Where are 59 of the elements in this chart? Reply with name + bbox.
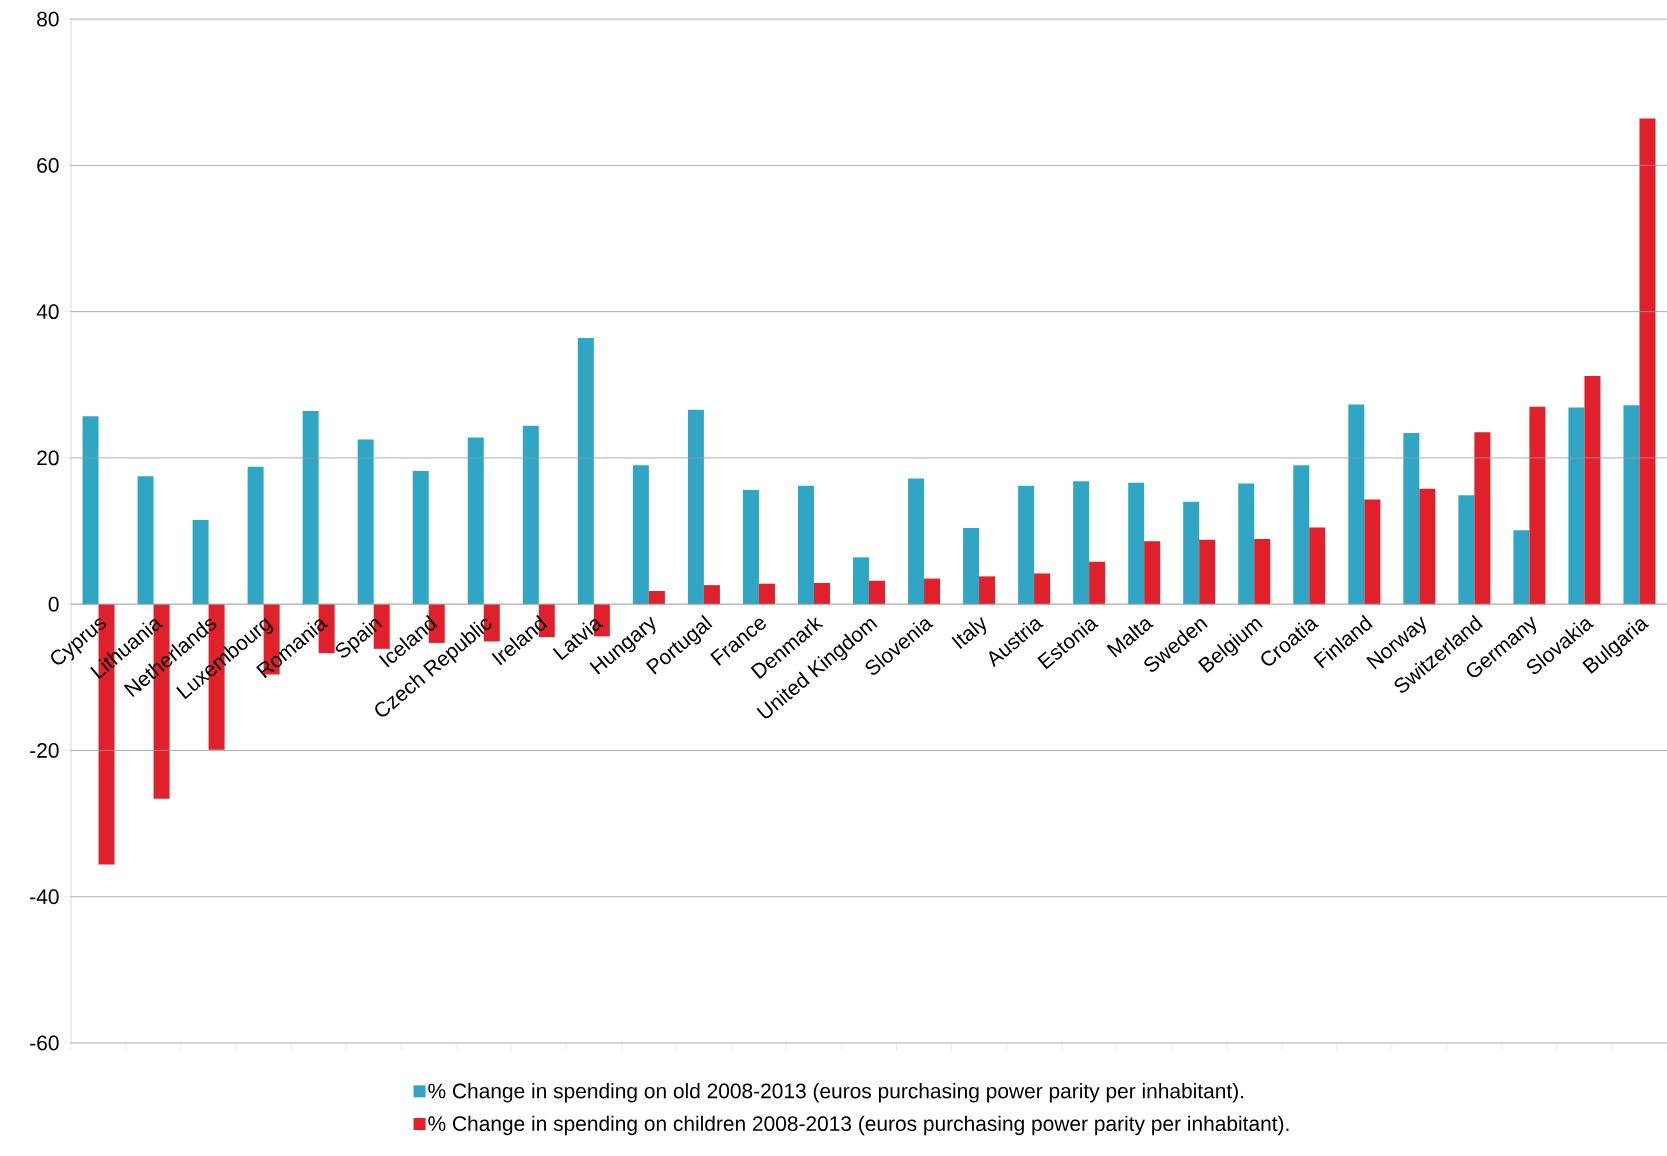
bar xyxy=(577,337,594,605)
bar xyxy=(1309,527,1326,605)
bar xyxy=(853,557,869,605)
bar xyxy=(1073,481,1090,605)
bar xyxy=(963,528,980,605)
bar xyxy=(979,576,996,605)
bar xyxy=(813,582,830,605)
bar xyxy=(1348,404,1365,605)
bar xyxy=(869,580,885,605)
bar xyxy=(924,578,941,605)
y-tick-label: 80 xyxy=(37,11,59,27)
bar xyxy=(1183,501,1200,605)
bar xyxy=(1364,499,1381,605)
bar xyxy=(137,476,154,605)
bar xyxy=(1419,488,1436,605)
bar xyxy=(797,485,814,605)
bar xyxy=(357,439,374,605)
bar xyxy=(742,490,759,605)
bar xyxy=(1293,465,1310,605)
bar xyxy=(1089,561,1106,605)
bar xyxy=(247,466,264,605)
bar xyxy=(632,465,649,605)
y-tick-label: -40 xyxy=(30,889,59,905)
bar xyxy=(687,409,704,605)
legend-label: % Change in spending on children 2008-2013 (euros purchasing power parity per inhabitant). xyxy=(428,1115,1289,1136)
bar xyxy=(1128,482,1145,605)
bar xyxy=(1199,539,1216,605)
bar xyxy=(758,583,775,605)
bar xyxy=(1513,530,1530,605)
y-tick-label: -60 xyxy=(30,1035,59,1051)
bar xyxy=(467,437,484,605)
bar xyxy=(522,425,539,605)
bar xyxy=(648,591,665,605)
bar xyxy=(1144,541,1161,605)
bar xyxy=(1254,539,1271,605)
y-tick-label: 60 xyxy=(37,157,59,173)
bar xyxy=(703,585,720,605)
bar xyxy=(1018,485,1035,605)
bar xyxy=(192,520,209,605)
bar xyxy=(1474,432,1491,605)
bar xyxy=(1403,433,1420,605)
y-tick-label: 40 xyxy=(36,304,59,320)
y-tick-label: -20 xyxy=(30,743,59,758)
legend-label: % Change in spending on old 2008-2013 (euros purchasing power parity per inhabitant). xyxy=(428,1083,1244,1103)
bar xyxy=(1238,483,1255,605)
bar xyxy=(1034,573,1051,605)
bar xyxy=(1623,405,1640,605)
bar xyxy=(1584,375,1601,605)
bar xyxy=(908,478,925,605)
x-tick-label: Italy xyxy=(951,617,987,649)
bar xyxy=(1639,118,1656,605)
y-tick-label: 0 xyxy=(48,596,59,612)
bar xyxy=(1568,407,1585,605)
bar xyxy=(412,471,429,605)
bar xyxy=(1529,406,1546,605)
bar xyxy=(302,411,319,605)
bar xyxy=(82,416,99,605)
y-tick-label: 20 xyxy=(37,450,59,466)
bar xyxy=(1458,495,1475,605)
